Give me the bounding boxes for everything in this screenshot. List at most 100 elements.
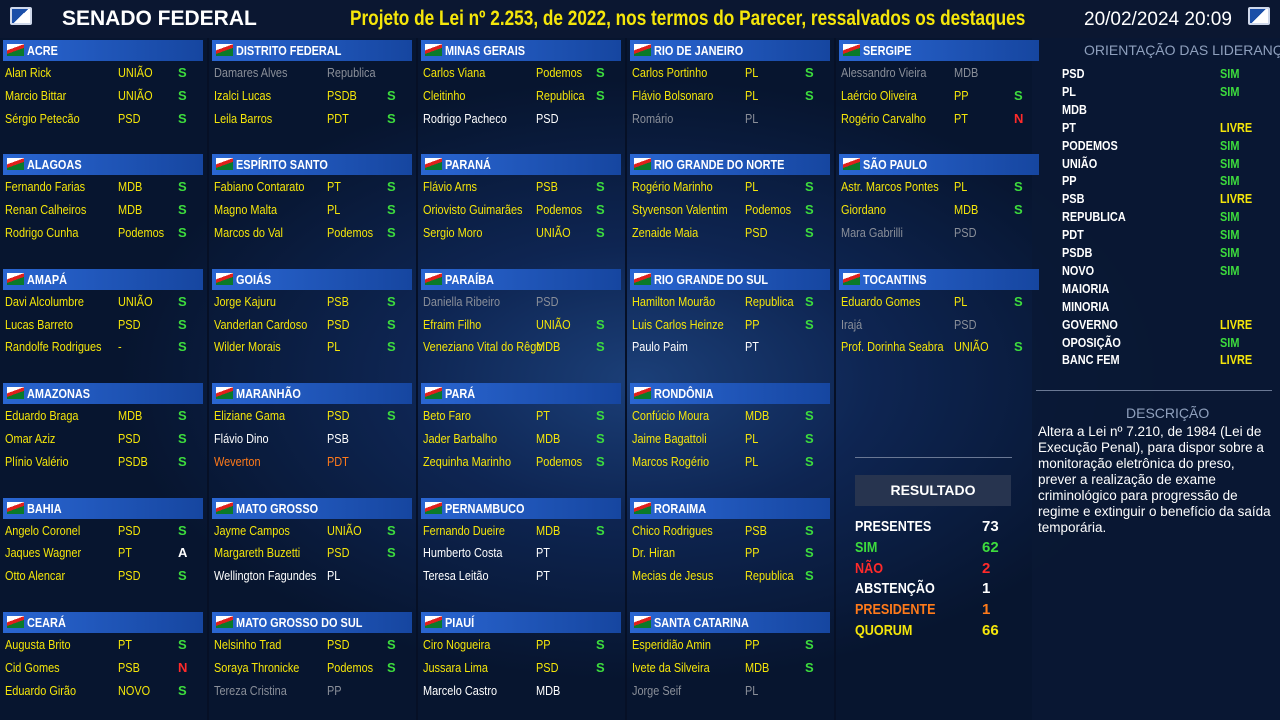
senator-name-text: Marcos Rogério	[632, 453, 710, 469]
senator-name-text: Ivete da Silveira	[632, 659, 710, 675]
senator-party: PSD	[536, 659, 563, 677]
state-flag	[634, 616, 651, 628]
senator-vote: S	[596, 316, 605, 332]
senator-vote: S	[387, 87, 396, 103]
orientation-party: PSDB	[1062, 245, 1098, 260]
orientation-vote: SIM	[1220, 245, 1243, 260]
state-bar: CEARÁ	[3, 612, 203, 633]
senator-party-text: PSB	[118, 659, 140, 675]
orientation-party: PP	[1062, 173, 1079, 188]
senator-name: Alessandro Vieira	[841, 64, 943, 82]
senator-name: Renan Calheiros	[5, 201, 102, 219]
senator-party-text: UNIÃO	[327, 522, 362, 538]
state-name: ALAGOAS	[27, 157, 82, 173]
senator-name-text: Rogério Carvalho	[841, 110, 926, 126]
senator-name: Soraya Thronicke	[214, 659, 316, 677]
state-name: PARAÍBA	[445, 271, 494, 287]
senator-name-text: Efraim Filho	[423, 316, 482, 332]
state-flag	[216, 387, 233, 400]
senator-party: PP	[745, 636, 762, 654]
state-name: ACRE	[27, 43, 58, 58]
senator-party: PSD	[536, 110, 563, 128]
senator-party-text: MDB	[954, 65, 979, 80]
state-label: MARANHÃO	[236, 383, 313, 404]
senator-party: Podemos	[327, 224, 382, 242]
senator-party-text: PL	[745, 110, 759, 126]
senator-name: Davi Alcolumbre	[5, 293, 99, 311]
senator-vote: S	[596, 225, 605, 240]
state-label: CEARÁ	[27, 612, 73, 633]
senator-name-text: Angelo Coronel	[5, 522, 81, 538]
senator-name-text: Sérgio Petecão	[5, 110, 80, 126]
senator-vote: S	[178, 339, 187, 355]
senator-vote: S	[805, 316, 814, 332]
senator-party-text: PL	[327, 202, 341, 218]
senator-name: Giordano	[841, 201, 894, 219]
state-flag	[7, 272, 24, 285]
senator-name: Margareth Buzetti	[214, 544, 317, 562]
result-value: 73	[982, 518, 999, 535]
orientation-party: NOVO	[1062, 263, 1100, 278]
orientation-vote-text: SIM	[1220, 173, 1240, 189]
senator-party: UNIÃO	[118, 87, 159, 105]
orientation-vote: LIVRE	[1220, 352, 1258, 367]
state-flag	[634, 272, 651, 285]
state-label: RONDÔNIA	[654, 383, 725, 404]
senator-name: Sérgio Petecão	[5, 110, 94, 128]
senator-party-text: PT	[536, 568, 550, 584]
senator-name-text: Marcos do Val	[214, 225, 283, 240]
senator-vote: S	[178, 87, 187, 103]
state-name: MARANHÃO	[236, 386, 301, 402]
state-flag	[843, 272, 860, 285]
senator-vote: S	[178, 682, 187, 698]
senator-name-text: Tereza Cristina	[214, 682, 287, 698]
senator-name-text: Rodrigo Cunha	[5, 225, 79, 240]
senator-vote: S	[596, 179, 605, 195]
senator-party-text: PSD	[536, 293, 559, 309]
state-bar: PERNAMBUCO	[421, 497, 621, 519]
senator-party: Republica	[536, 87, 594, 105]
senator-name-text: Cleitinho	[423, 87, 466, 103]
senator-party-text: Republica	[327, 65, 376, 80]
state-bar: GOIÁS	[212, 268, 412, 290]
senator-name-text: Carlos Portinho	[632, 65, 708, 80]
senator-name-text: Cid Gomes	[5, 659, 60, 675]
senator-name-text: Laércio Oliveira	[841, 87, 917, 103]
state-bar: RORAIMA	[630, 497, 830, 519]
senator-vote: S	[805, 453, 814, 469]
senator-party-text: UNIÃO	[536, 225, 571, 240]
orientation-vote: SIM	[1220, 209, 1243, 224]
senator-name: Ciro Nogueira	[423, 636, 503, 654]
state-name: ESPÍRITO SANTO	[236, 157, 328, 173]
senator-party: PSB	[745, 522, 771, 540]
senator-party: PSDB	[327, 87, 362, 105]
senator-party: PSD	[327, 316, 354, 334]
state-name: MINAS GERAIS	[445, 43, 526, 58]
senator-party-text: Podemos	[536, 453, 583, 469]
state-flag	[634, 501, 651, 514]
state-flag	[425, 44, 442, 56]
orientation-vote-text: LIVRE	[1220, 352, 1253, 368]
senator-party-text: PDT	[327, 110, 349, 126]
state-name: PARÁ	[445, 386, 476, 402]
state-name: SERGIPE	[863, 43, 912, 58]
result-value: 66	[982, 622, 999, 639]
senator-name-text: Rogério Marinho	[632, 179, 713, 195]
senator-party-text: PP	[954, 87, 969, 103]
senator-party-text: PT	[327, 179, 341, 195]
senator-party: MDB	[118, 407, 147, 425]
senator-vote: S	[387, 339, 396, 355]
senator-party: MDB	[118, 178, 147, 196]
state-label: MATO GROSSO DO SUL	[236, 612, 386, 633]
state-flag	[7, 158, 24, 171]
state-name: BAHIA	[27, 500, 62, 516]
senator-party-text: MDB	[745, 408, 770, 424]
description-text: Altera a Lei nº 7.210, de 1984 (Lei de E…	[1038, 424, 1271, 535]
senator-name: Humberto Costa	[423, 544, 518, 562]
senator-name: Cleitinho	[423, 87, 474, 105]
senator-name-text: Augusta Brito	[5, 637, 71, 652]
state-name: AMAPÁ	[27, 271, 68, 287]
senator-party-text: PT	[536, 545, 550, 561]
orientation-party: PL	[1062, 84, 1079, 99]
senator-vote: S	[1014, 202, 1023, 218]
